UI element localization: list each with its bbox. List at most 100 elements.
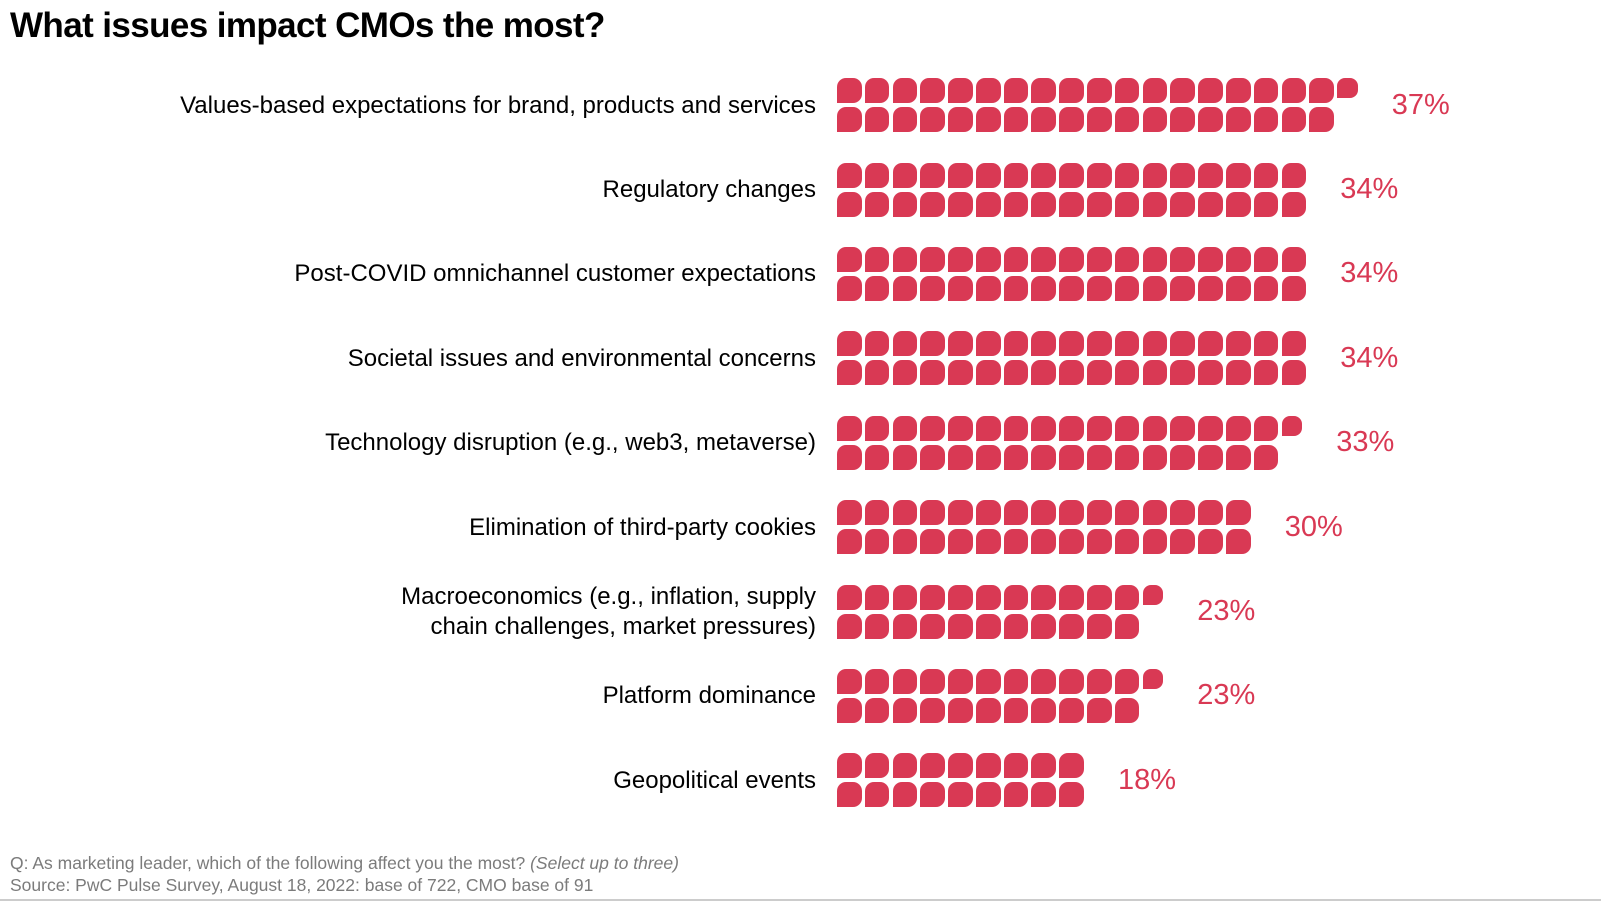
unit-block [948,697,973,723]
unit-block [1198,529,1223,555]
unit-block [1142,584,1164,605]
unit-block [837,529,862,555]
value-label: 23% [1197,679,1256,712]
unit-block [920,191,945,217]
unit-block [1003,529,1029,555]
unit-block [1170,246,1195,272]
unit-block [1142,500,1168,526]
unit-block [864,275,890,301]
unit-block [837,246,862,272]
unit-block [1003,415,1029,441]
unit-block [1225,529,1251,555]
unit-block [864,584,890,610]
unit-block [1198,191,1223,217]
unit-block [975,697,1001,723]
category-label: Macroeconomics (e.g., inflation, supply … [401,583,816,640]
unit-block [1087,275,1112,301]
unit-block [892,107,918,133]
unit-block [1087,584,1112,610]
unit-block [1003,331,1029,357]
unit-block [1059,668,1084,694]
unit-block [1114,500,1140,526]
unit-block [948,444,973,470]
unit-block [1142,331,1168,357]
unit-block [948,584,973,610]
pictogram-bar [837,668,1166,723]
unit-block [1309,78,1334,104]
unit-block [975,444,1001,470]
unit-block [1142,191,1168,217]
unit-block [864,753,890,779]
unit-block [892,584,918,610]
unit-block [1003,753,1029,779]
unit-block [1114,275,1140,301]
unit-block [1087,162,1112,188]
unit-block [948,360,973,386]
unit-block [1087,107,1112,133]
chart-page: What issues impact CMOs the most? Values… [0,6,1601,901]
unit-block [864,331,890,357]
unit-block [864,613,890,639]
unit-block [892,162,918,188]
unit-block [892,668,918,694]
unit-block [948,613,973,639]
chart-row: Post-COVID omnichannel customer expectat… [0,232,1601,316]
unit-block [1170,415,1195,441]
unit-block [864,444,890,470]
unit-block [892,529,918,555]
value-label: 23% [1197,595,1256,628]
unit-block [1281,275,1307,301]
unit-block [892,246,918,272]
unit-block [1059,275,1084,301]
unit-block [1031,275,1057,301]
unit-block [864,78,890,104]
value-label: 37% [1391,88,1450,121]
unit-block [1281,360,1307,386]
unit-block [1031,584,1057,610]
unit-block [975,246,1001,272]
unit-block [1198,415,1223,441]
unit-block [1198,444,1223,470]
unit-block [1225,415,1251,441]
bottom-divider [0,899,1601,901]
unit-block [1142,529,1168,555]
unit-block [837,668,862,694]
unit-block [1031,697,1057,723]
unit-block [948,78,973,104]
pictogram-bar [837,753,1087,808]
unit-block [948,107,973,133]
pictogram-bar [837,584,1166,639]
unit-block [1114,415,1140,441]
unit-block [1170,444,1195,470]
unit-block [1059,162,1084,188]
unit-block [1087,697,1112,723]
unit-block [1114,584,1140,610]
unit-block [920,584,945,610]
unit-block [1114,162,1140,188]
unit-block [1142,415,1168,441]
unit-block [1170,191,1195,217]
unit-block [1225,107,1251,133]
question-text: Q: As marketing leader, which of the fol… [10,853,526,873]
unit-block [1198,78,1223,104]
unit-block [948,753,973,779]
unit-block [837,275,862,301]
block-row [837,107,1361,133]
unit-block [1031,360,1057,386]
block-row [837,360,1309,386]
unit-block [1114,613,1140,639]
unit-block [1114,444,1140,470]
unit-block [1087,668,1112,694]
unit-block [1087,415,1112,441]
unit-block [1059,331,1084,357]
chart-row: Technology disruption (e.g., web3, metav… [0,401,1601,485]
unit-block [920,78,945,104]
unit-block [1031,415,1057,441]
unit-block [864,360,890,386]
unit-block [1253,444,1279,470]
unit-block [1003,191,1029,217]
unit-block [1225,191,1251,217]
pictogram-bar [837,500,1254,555]
unit-block [892,500,918,526]
value-label: 18% [1118,763,1177,796]
